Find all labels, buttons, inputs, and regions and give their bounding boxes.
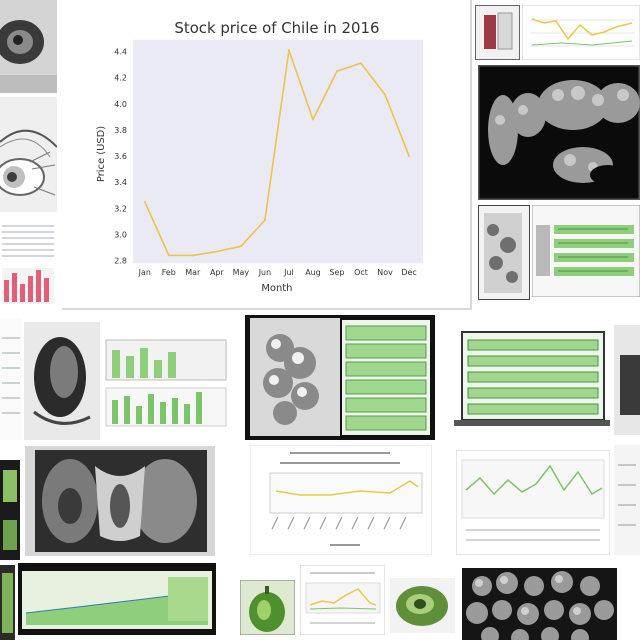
eye-illustration-thumbnail [0, 97, 57, 212]
data-point [239, 245, 242, 248]
laptop-table-thumbnail [440, 318, 610, 430]
y-axis-label: Price (USD) [96, 126, 107, 182]
y-tick-label: 4.4 [114, 47, 127, 56]
left-edge-green-thumbnail [0, 460, 20, 560]
x-tick-label: Feb [162, 268, 176, 277]
y-tick-label: 2.8 [114, 257, 127, 266]
y-axis-ticks: 2.8 3.0 3.2 3.4 3.6 3.8 4.0 4.2 4.4 [114, 47, 127, 265]
y-tick-label: 3.0 [114, 231, 127, 240]
x-tick-label: Dec [401, 268, 416, 277]
y-tick-label: 3.6 [114, 152, 127, 161]
x-tick-label: Aug [305, 268, 321, 277]
x-tick-label: Nov [377, 268, 393, 277]
series-layer [143, 49, 410, 257]
data-point [312, 118, 314, 121]
anatomy-illustration-thumbnail [24, 322, 100, 440]
y-tick-label: 3.2 [114, 204, 127, 213]
y-tick-label: 4.0 [114, 100, 127, 109]
x-tick-label: Oct [354, 268, 368, 277]
green-area-chart-thumbnail [18, 563, 216, 635]
data-point [336, 70, 338, 73]
bottom-left-green-strip [0, 565, 15, 640]
green-table-panel [342, 320, 430, 435]
data-point [143, 200, 146, 203]
pink-bar-chart-thumbnail [0, 218, 57, 306]
bone-anatomy-thumbnail [25, 446, 215, 556]
small-yellow-chart-thumbnail [300, 565, 385, 635]
coral-dark-photo-thumbnail [478, 65, 640, 200]
data-point [360, 62, 362, 65]
plot-area [132, 39, 423, 264]
green-bar-chart-thumbnail [100, 320, 240, 430]
data-point [288, 49, 290, 52]
green-table-thumbnail [532, 205, 640, 297]
data-point [191, 254, 194, 257]
coral-photo [250, 318, 340, 436]
data-point [384, 93, 386, 96]
y-tick-label: 4.2 [114, 74, 127, 83]
x-axis-ticks: Jan Feb Mar Apr May Jun Jul Aug Sep Oct Nov Dec [138, 268, 417, 277]
yellow-line-chart-panel [250, 445, 432, 555]
right-edge-dark-thumbnail [614, 325, 640, 435]
y-tick-label: 3.4 [114, 178, 127, 187]
coral-and-table-frame [245, 315, 435, 440]
product-photo-thumbnail [475, 5, 520, 60]
x-tick-label: Jul [283, 268, 294, 277]
green-leaf-photo [390, 578, 455, 633]
stock-price-line-chart: Stock price of Chile in 2016 Price (USD)… [62, 0, 472, 310]
x-tick-label: Sep [330, 268, 345, 277]
x-axis-label: Month [261, 283, 292, 294]
green-line-chart-panel [456, 450, 610, 555]
stones-photo-thumbnail [462, 568, 617, 640]
x-tick-label: Jun [258, 268, 271, 277]
framed-gray-photo-thumbnail [478, 205, 530, 300]
yellow-line-chart-thumbnail [522, 5, 640, 60]
camera-photo-thumbnail [0, 0, 57, 93]
x-tick-label: May [233, 268, 250, 277]
data-point [167, 254, 170, 257]
data-point [408, 155, 410, 157]
series-line [144, 49, 410, 257]
y-tick-label: 3.8 [114, 126, 127, 135]
data-point [264, 219, 266, 222]
x-tick-label: Mar [185, 268, 201, 277]
x-tick-label: Jan [138, 268, 151, 277]
data-point [215, 250, 218, 253]
chart-svg: Stock price of Chile in 2016 Price (USD)… [96, 19, 423, 294]
x-tick-label: Apr [210, 268, 224, 277]
right-edge-thumbnail-2 [614, 445, 640, 555]
chart-title: Stock price of Chile in 2016 [174, 19, 379, 37]
left-edge-thumbnail [0, 318, 22, 440]
green-pepper-photo [240, 580, 295, 635]
